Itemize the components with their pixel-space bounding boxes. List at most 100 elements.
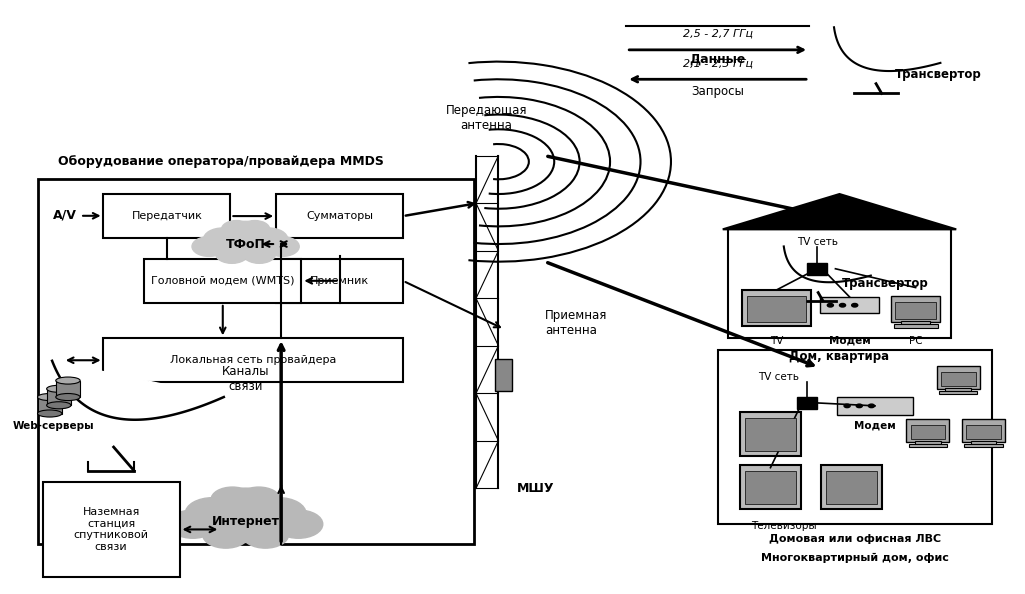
Text: Web-серверы: Web-серверы: [13, 421, 94, 431]
Text: Приемная
антенна: Приемная антенна: [545, 309, 608, 337]
FancyBboxPatch shape: [962, 419, 1004, 442]
FancyBboxPatch shape: [747, 296, 806, 322]
Circle shape: [242, 522, 289, 548]
FancyBboxPatch shape: [276, 259, 403, 303]
FancyBboxPatch shape: [901, 321, 931, 324]
FancyBboxPatch shape: [906, 419, 949, 442]
FancyBboxPatch shape: [745, 418, 795, 451]
FancyBboxPatch shape: [826, 470, 877, 504]
FancyBboxPatch shape: [945, 388, 971, 391]
Text: Интернет: Интернет: [211, 515, 280, 528]
FancyBboxPatch shape: [495, 359, 511, 391]
Text: A/V: A/V: [52, 208, 77, 221]
FancyBboxPatch shape: [915, 441, 941, 444]
Circle shape: [251, 498, 306, 529]
Text: Оборудование оператора/провайдера MMDS: Оборудование оператора/провайдера MMDS: [57, 154, 383, 168]
Text: TV сеть: TV сеть: [758, 372, 800, 383]
Circle shape: [228, 222, 263, 242]
FancyBboxPatch shape: [740, 412, 801, 456]
Text: МШУ: МШУ: [517, 482, 555, 495]
Text: Трансвертор: Трансвертор: [842, 277, 929, 290]
FancyBboxPatch shape: [939, 391, 978, 394]
FancyBboxPatch shape: [796, 397, 817, 409]
Text: Трансвертор: Трансвертор: [895, 68, 982, 81]
Circle shape: [211, 487, 254, 512]
FancyBboxPatch shape: [821, 465, 883, 509]
Circle shape: [249, 228, 288, 250]
Circle shape: [827, 304, 833, 307]
FancyBboxPatch shape: [718, 350, 992, 523]
Text: ТФоП: ТФоП: [226, 238, 265, 251]
Circle shape: [868, 404, 874, 407]
FancyBboxPatch shape: [47, 389, 71, 405]
Text: Запросы: Запросы: [691, 84, 744, 97]
Text: Передающая
антенна: Передающая антенна: [446, 104, 527, 132]
FancyBboxPatch shape: [728, 229, 951, 338]
FancyBboxPatch shape: [910, 425, 945, 440]
Circle shape: [839, 304, 846, 307]
FancyBboxPatch shape: [937, 366, 980, 389]
Circle shape: [243, 245, 276, 263]
Circle shape: [844, 404, 850, 407]
FancyBboxPatch shape: [941, 372, 976, 386]
Circle shape: [220, 488, 272, 518]
Circle shape: [192, 236, 227, 257]
Text: Данные: Данные: [690, 52, 746, 65]
FancyBboxPatch shape: [892, 296, 940, 321]
Text: Сумматоры: Сумматоры: [306, 211, 373, 221]
Text: Дом, квартира: Дом, квартира: [789, 350, 890, 363]
Text: Локальная сеть провайдера: Локальная сеть провайдера: [170, 355, 336, 365]
FancyBboxPatch shape: [276, 194, 403, 238]
Text: Каналы
связи: Каналы связи: [221, 365, 270, 393]
Circle shape: [265, 236, 299, 257]
FancyBboxPatch shape: [43, 482, 179, 577]
FancyBboxPatch shape: [740, 465, 801, 509]
Circle shape: [220, 229, 272, 259]
Circle shape: [203, 522, 249, 548]
FancyBboxPatch shape: [55, 381, 80, 397]
Ellipse shape: [47, 386, 71, 392]
Text: Наземная
станция
спутниковой
связи: Наземная станция спутниковой связи: [74, 507, 149, 552]
Circle shape: [186, 498, 240, 529]
Text: Телевизоры: Телевизоры: [751, 520, 817, 530]
FancyBboxPatch shape: [837, 397, 913, 415]
Text: Многоквартирный дом, офис: Многоквартирный дом, офис: [761, 553, 949, 563]
Polygon shape: [834, 27, 940, 71]
Text: TV: TV: [770, 336, 783, 346]
Text: Модем: Модем: [854, 421, 896, 431]
FancyBboxPatch shape: [820, 297, 879, 314]
Circle shape: [204, 228, 242, 250]
Text: 2,1 - 2,3 ГГц: 2,1 - 2,3 ГГц: [683, 59, 752, 69]
Text: 2,5 - 2,7 ГГц: 2,5 - 2,7 ГГц: [683, 28, 752, 38]
FancyBboxPatch shape: [104, 194, 231, 238]
FancyBboxPatch shape: [971, 441, 996, 444]
Circle shape: [209, 500, 282, 542]
Text: Передатчик: Передатчик: [131, 211, 202, 221]
Circle shape: [856, 404, 862, 407]
FancyBboxPatch shape: [894, 324, 938, 328]
Polygon shape: [784, 247, 871, 282]
Text: TV сеть: TV сеть: [796, 237, 837, 247]
Ellipse shape: [55, 393, 80, 400]
FancyBboxPatch shape: [745, 470, 795, 504]
Text: Домовая или офисная ЛВС: Домовая или офисная ЛВС: [769, 534, 941, 544]
FancyBboxPatch shape: [967, 425, 1000, 440]
Ellipse shape: [47, 402, 71, 409]
Circle shape: [274, 510, 323, 538]
FancyBboxPatch shape: [38, 397, 62, 413]
Circle shape: [852, 304, 858, 307]
Ellipse shape: [38, 393, 62, 400]
Circle shape: [238, 487, 280, 512]
Circle shape: [221, 220, 251, 238]
FancyBboxPatch shape: [908, 444, 947, 447]
FancyBboxPatch shape: [895, 302, 936, 319]
Ellipse shape: [55, 377, 80, 384]
FancyBboxPatch shape: [742, 290, 811, 327]
FancyBboxPatch shape: [145, 259, 301, 303]
FancyBboxPatch shape: [807, 263, 827, 274]
Text: Головной модем (WMTS): Головной модем (WMTS): [151, 276, 294, 286]
Text: PC: PC: [909, 336, 922, 346]
Text: Модем: Модем: [829, 335, 870, 345]
Polygon shape: [52, 361, 223, 420]
Circle shape: [215, 245, 248, 263]
